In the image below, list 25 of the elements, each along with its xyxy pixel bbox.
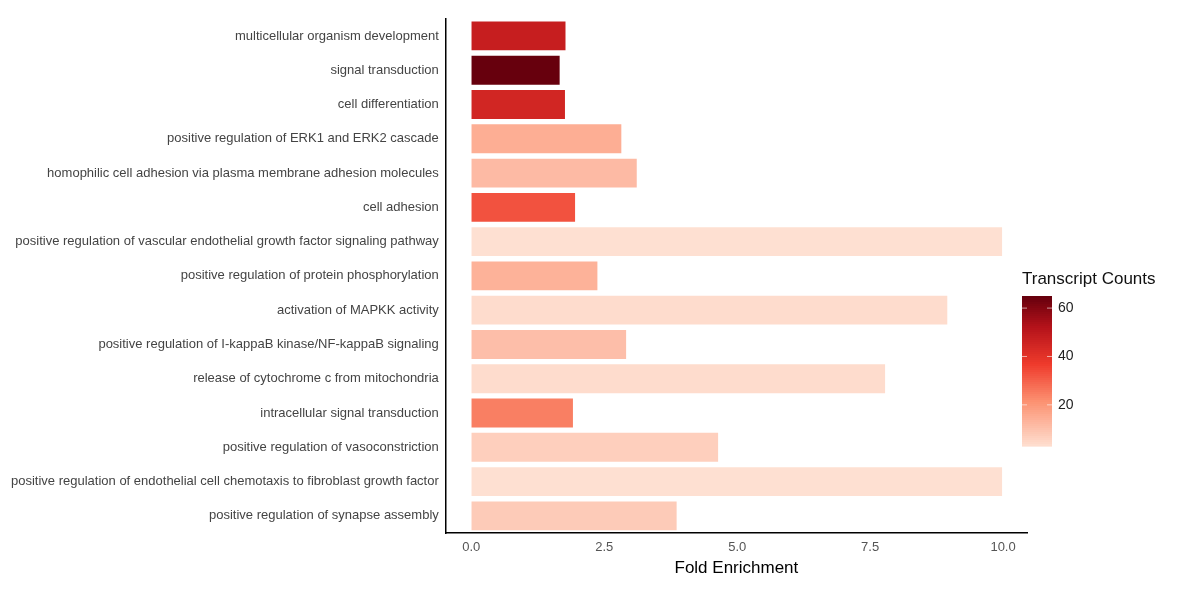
y-tick-label: homophilic cell adhesion via plasma membrane adhesion molecules: [47, 164, 440, 180]
y-tick-label: multicellular organism development: [235, 27, 440, 43]
color-bar-title: Transcript Counts: [1022, 269, 1156, 288]
x-tick-label: 10.0: [990, 539, 1016, 555]
y-tick-label: positive regulation of ERK1 and ERK2 cascade: [167, 130, 439, 146]
y-tick-label: positive regulation of protein phosphorylation: [180, 267, 439, 283]
y-tick-label: positive regulation of vasoconstriction: [222, 438, 439, 454]
y-tick-label: release of cytochrome c from mitochondria: [193, 370, 440, 386]
y-tick-label: cell differentiation: [337, 96, 439, 112]
x-tick-label: 0.0: [462, 539, 481, 555]
x-tick-label: 7.5: [861, 539, 880, 555]
y-tick-label: positive regulation of endothelial cell chemotaxis to fibroblast growth factor: [10, 473, 440, 489]
color-bar-label: 20: [1058, 395, 1074, 412]
y-tick-label: signal transduction: [330, 61, 439, 77]
x-tick-label: 2.5: [595, 539, 614, 555]
y-tick-label: activation of MAPKK activity: [276, 301, 440, 317]
color-bar-label: 40: [1058, 347, 1074, 364]
y-tick-label: positive regulation of synapse assembly: [208, 507, 440, 523]
x-axis-title: Fold Enrichment: [674, 558, 799, 578]
y-tick-label: positive regulation of vascular endothelial growth factor signaling pathway: [15, 233, 440, 249]
y-tick-label: positive regulation of I-kappaB kinase/NF-kappaB signaling: [98, 336, 439, 352]
y-tick-label: cell adhesion: [362, 198, 439, 214]
y-tick-label: intracellular signal transduction: [260, 404, 439, 420]
color-bar-label: 60: [1058, 298, 1074, 315]
x-tick-label: 5.0: [728, 539, 747, 555]
